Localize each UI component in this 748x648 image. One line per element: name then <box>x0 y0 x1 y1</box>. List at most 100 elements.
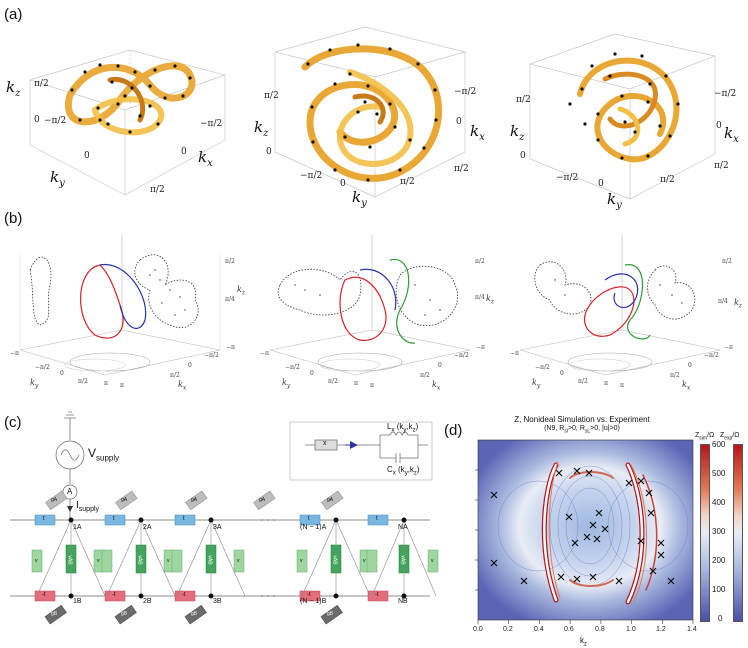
a2-tick-minus-half-pi-y: −π/2 <box>300 171 323 181</box>
a2-tick-half-pi-y: π/2 <box>400 177 415 187</box>
panel-a-plot-3 <box>528 33 717 200</box>
b1-tick-pi-y: π <box>104 380 108 387</box>
a3-tick-minus-half-pi-y: −π/2 <box>556 173 579 183</box>
colorbar-exp <box>733 444 743 622</box>
colorbar-exp-label: Zexp/Ω <box>720 432 740 442</box>
colorbar-tick-200: 200 <box>712 556 726 565</box>
a2-tick-minus-half-pi-x: −π/2 <box>454 87 477 97</box>
b1-tick-neg-pi-y: −π <box>10 350 19 357</box>
b2-tick-zero-y: 0 <box>310 370 314 377</box>
b3-tick-neg-half-pi-x: −π/2 <box>704 352 719 359</box>
b2-tick-half-pi-z: π/2 <box>475 258 485 265</box>
a2-kx-label: kx <box>470 122 485 143</box>
b2-tick-pi-x: π <box>370 382 374 389</box>
heatmap-xtick-2: 0.4 <box>534 626 544 633</box>
b3-tick-pi-y: π <box>604 380 608 387</box>
colorbar-tick-0: 0 <box>718 614 723 623</box>
b2-tick-half-pi-y: π/2 <box>328 378 338 385</box>
comp-gA-5: gA <box>327 497 334 503</box>
comp-vAB-5: vAB <box>399 555 406 565</box>
comp-v-1: v <box>35 558 38 564</box>
a1-kx-label: kx <box>198 148 213 169</box>
comp-v-5: v <box>300 558 303 564</box>
b1-tick-pi-x: π <box>120 382 124 389</box>
node-2B: 2B <box>143 598 152 605</box>
node-N-1B: (N − 1)B <box>300 598 327 605</box>
b1-tick-neg-pi-x: −π <box>226 344 235 351</box>
a2-ky-label: ky <box>352 188 367 209</box>
heatmap-xlabel: kz <box>580 636 587 648</box>
comp-neg-t-1: -t <box>42 592 46 598</box>
isupply-label: Isupply <box>76 500 100 513</box>
comp-t-5: t <box>376 516 378 522</box>
a2-kz-label: kz <box>254 118 269 139</box>
a3-tick-minus-half-pi-x: −π/2 <box>714 89 737 99</box>
heatmap-title: Z, Nonideal Simulation vs. Experiment <box>514 415 650 424</box>
heatmap-xtick-5: 1.0 <box>626 626 636 633</box>
b3-tick-neg-half-pi-y: −π/2 <box>535 364 550 371</box>
a1-tick-zero-y: 0 <box>84 151 90 161</box>
a1-tick-minus-half-pi-x: −π/2 <box>200 119 223 129</box>
panel-d-label: (d) <box>444 422 463 439</box>
b2-tick-neg-half-pi-y: −π/2 <box>285 364 300 371</box>
comp-vAB-4: vAB <box>331 555 338 565</box>
node-N-1A: (N − 1)A <box>300 524 327 531</box>
b3-tick-zero-y: 0 <box>560 370 564 377</box>
colorbar-tick-300: 300 <box>712 527 726 536</box>
a2-tick-zero-y: 0 <box>340 179 346 189</box>
comp-neg-t-4: -t <box>307 592 311 598</box>
node-3A: 3A <box>213 524 222 531</box>
comp-vAB-1: vAB <box>66 555 73 565</box>
a1-tick-zero-x: 0 <box>181 147 187 157</box>
b2-tick-neg-pi-y: −π <box>260 350 269 357</box>
comp-gA-3: gA <box>191 497 198 503</box>
a3-kz-label: kz <box>510 122 525 143</box>
b2-kx-label: kx <box>432 380 441 392</box>
a1-tick-half-pi-x: π/2 <box>150 185 165 195</box>
comp-vAB-3: vAB <box>206 555 213 565</box>
a1-tick-zero-z: 0 <box>34 115 40 125</box>
b2-tick-half-pi-x: π/2 <box>420 372 430 379</box>
b3-tick-zero-x: 0 <box>688 362 692 369</box>
b3-ky-label: ky <box>532 378 541 390</box>
heatmap-xtick-6: 1.2 <box>656 626 666 633</box>
b2-kz-label: kz <box>486 294 495 306</box>
a1-kz-label: kz <box>6 78 21 99</box>
b3-tick-half-pi-x: π/2 <box>670 372 680 379</box>
a3-kx-label: kx <box>724 124 739 145</box>
b3-tick-half-pi-z: π/2 <box>722 258 732 265</box>
a2-tick-half-pi-z: π/2 <box>264 91 279 101</box>
b3-tick-neg-pi-x: −π <box>724 344 733 351</box>
node-NA: NA <box>398 524 408 531</box>
comp-gB-4: gB <box>327 611 334 617</box>
comp-v-6: v <box>363 558 366 564</box>
heatmap <box>475 439 694 624</box>
heatmap-xtick-1: 0.2 <box>503 626 513 633</box>
b2-ky-label: ky <box>282 378 291 390</box>
b2-tick-neg-half-pi-x: −π/2 <box>454 352 469 359</box>
b2-tick-zero-x: 0 <box>438 362 442 369</box>
a2-tick-zero-x: 0 <box>456 117 462 127</box>
comp-t-4: t <box>308 516 310 522</box>
node-1B: 1B <box>73 598 82 605</box>
a1-tick-neg-half-pi-z: −π/2 <box>44 116 67 126</box>
b1-tick-zero-y: 0 <box>60 370 64 377</box>
a3-tick-half-pi-y: π/2 <box>660 175 675 185</box>
heatmap-xtick-7: 1.4 <box>687 626 697 633</box>
comp-v-7: v <box>431 558 434 564</box>
a1-tick-half-pi-z: π/2 <box>34 79 49 89</box>
circuit-diagram <box>10 411 439 625</box>
legend-inductor-label: Lx (ky,kz) <box>387 422 419 434</box>
comp-t-2: t <box>113 516 115 522</box>
a3-tick-zero-y: 0 <box>598 179 604 189</box>
a3-tick-zero-z: 0 <box>520 151 526 161</box>
comp-gA-4: gA <box>259 497 266 503</box>
comp-v-2: v <box>97 558 100 564</box>
comp-t-1: t <box>43 516 45 522</box>
panel-b-plot-1 <box>19 235 221 376</box>
comp-gB-2: gB <box>121 611 128 617</box>
node-1A: 1A <box>73 524 82 531</box>
b2-tick-neg-pi-x: −π <box>476 344 485 351</box>
panel-a-plot-2 <box>273 26 467 198</box>
heatmap-subtitle: (N9, Rsl>0, RsL>0, |u|>0) <box>544 425 620 435</box>
